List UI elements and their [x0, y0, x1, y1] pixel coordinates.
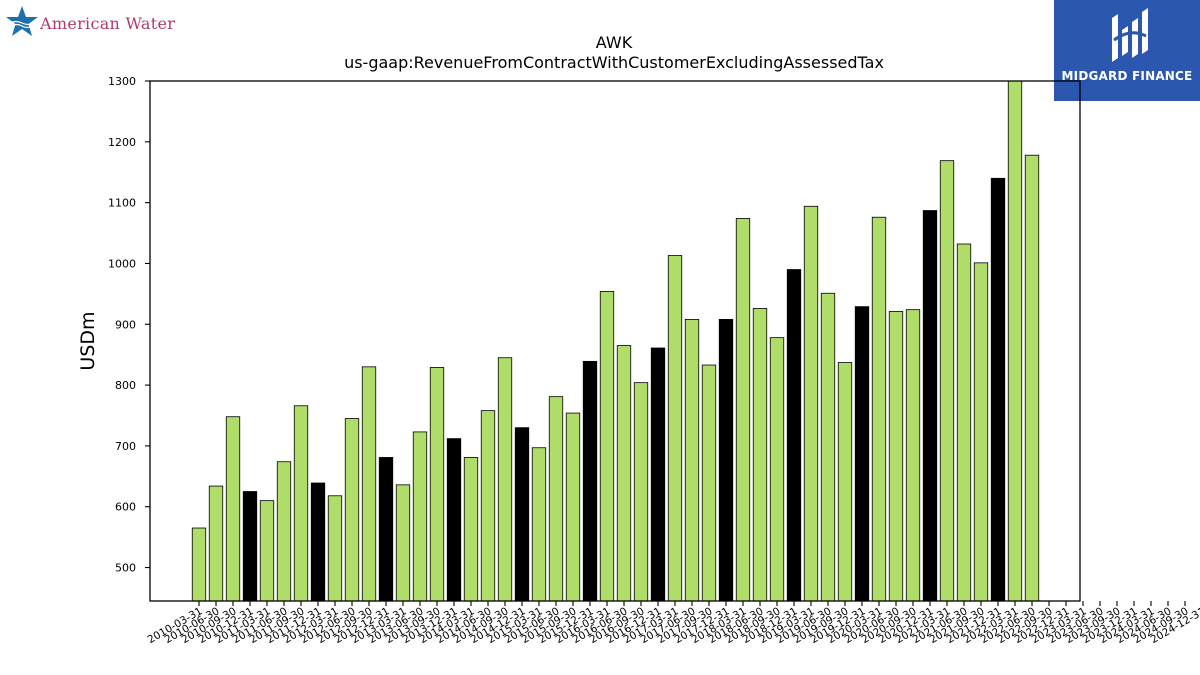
- bar-2016-03-31: [599, 291, 615, 602]
- bar-2017-12-31: [718, 319, 734, 602]
- star-icon: [6, 6, 38, 36]
- y-axis: 500 600 700 800 900 1000 1100 1200 1300: [108, 75, 150, 575]
- y-tick-label: 900: [115, 318, 136, 331]
- bar-2010-03-31: [191, 527, 207, 602]
- bar-2014-06-30: [480, 410, 496, 602]
- bar-2015-12-31: [582, 360, 598, 602]
- chart-subtitle: us-gaap:RevenueFromContractWithCustomerE…: [344, 53, 884, 72]
- partner-name: MIDGARD FINANCE: [1061, 69, 1193, 83]
- bar-2020-03-31: [871, 216, 887, 602]
- y-tick-label: 800: [115, 379, 136, 392]
- bar-2016-06-30: [616, 345, 632, 602]
- bar-2015-06-30: [548, 396, 564, 602]
- bar-2016-12-31: [650, 347, 666, 602]
- brand-logo: [6, 6, 38, 36]
- bar-2021-06-30: [956, 243, 972, 602]
- bar-2011-09-30: [293, 405, 309, 602]
- bar-2017-09-30: [701, 364, 717, 602]
- y-tick-label: 1300: [108, 75, 136, 88]
- bar-2014-12-31: [514, 427, 530, 602]
- bar-2013-09-30: [429, 367, 445, 602]
- bar-2011-06-30: [276, 461, 292, 602]
- bar-2019-03-31: [803, 205, 819, 602]
- bar-2013-12-31: [446, 438, 462, 602]
- bar-2020-06-30: [888, 311, 904, 602]
- bar-2020-12-31: [922, 210, 938, 602]
- bar-2021-09-30: [973, 262, 989, 602]
- y-tick-label: 500: [115, 562, 136, 575]
- bar-2010-06-30: [208, 485, 224, 602]
- bar-2013-03-31: [395, 484, 411, 602]
- bar-2018-12-31: [786, 269, 802, 602]
- bar-2020-09-30: [905, 309, 921, 602]
- bar-2016-09-30: [633, 382, 649, 602]
- bar-2018-06-30: [752, 308, 768, 602]
- y-tick-label: 1200: [108, 136, 136, 149]
- midgard-logo-icon: [1112, 8, 1148, 62]
- y-tick-label: 1100: [108, 197, 136, 210]
- bar-2021-03-31: [939, 160, 955, 602]
- bar-2022-03-31: [1007, 80, 1023, 602]
- bar-2019-12-31: [854, 306, 870, 602]
- brand-name: American Water: [40, 14, 176, 33]
- chart-title: AWK: [596, 33, 633, 52]
- bar-series: [191, 80, 1040, 602]
- bar-2015-03-31: [531, 447, 547, 602]
- bar-2012-09-30: [361, 366, 377, 602]
- y-tick-label: 700: [115, 440, 136, 453]
- bar-2021-12-31: [990, 177, 1006, 602]
- y-axis-label: USDm: [77, 311, 99, 370]
- bar-2011-03-31: [259, 500, 275, 602]
- bar-2017-03-31: [667, 255, 683, 602]
- bar-2019-09-30: [837, 362, 853, 602]
- bar-2014-03-31: [463, 457, 479, 602]
- bar-2012-06-30: [344, 418, 360, 602]
- bar-2012-12-31: [378, 457, 394, 602]
- bar-2010-12-31: [242, 491, 258, 602]
- bar-2017-06-30: [684, 319, 700, 602]
- bar-2011-12-31: [310, 482, 326, 602]
- partner-badge: MIDGARD FINANCE: [1054, 0, 1200, 101]
- plot-frame: [149, 80, 1081, 602]
- bar-2022-06-30: [1024, 154, 1040, 602]
- y-tick-label: 1000: [108, 257, 136, 270]
- bar-2019-06-30: [820, 292, 836, 602]
- bar-2014-09-30: [497, 357, 513, 602]
- bar-2018-09-30: [769, 337, 785, 602]
- x-axis: 2010-03-312010-06-302010-09-302010-12-31…: [146, 601, 1200, 646]
- bar-2015-09-30: [565, 412, 581, 602]
- bar-2013-06-30: [412, 431, 428, 602]
- y-tick-label: 600: [115, 501, 136, 514]
- bar-2018-03-31: [735, 218, 751, 602]
- bar-2010-09-30: [225, 416, 241, 602]
- bar-2012-03-31: [327, 495, 343, 602]
